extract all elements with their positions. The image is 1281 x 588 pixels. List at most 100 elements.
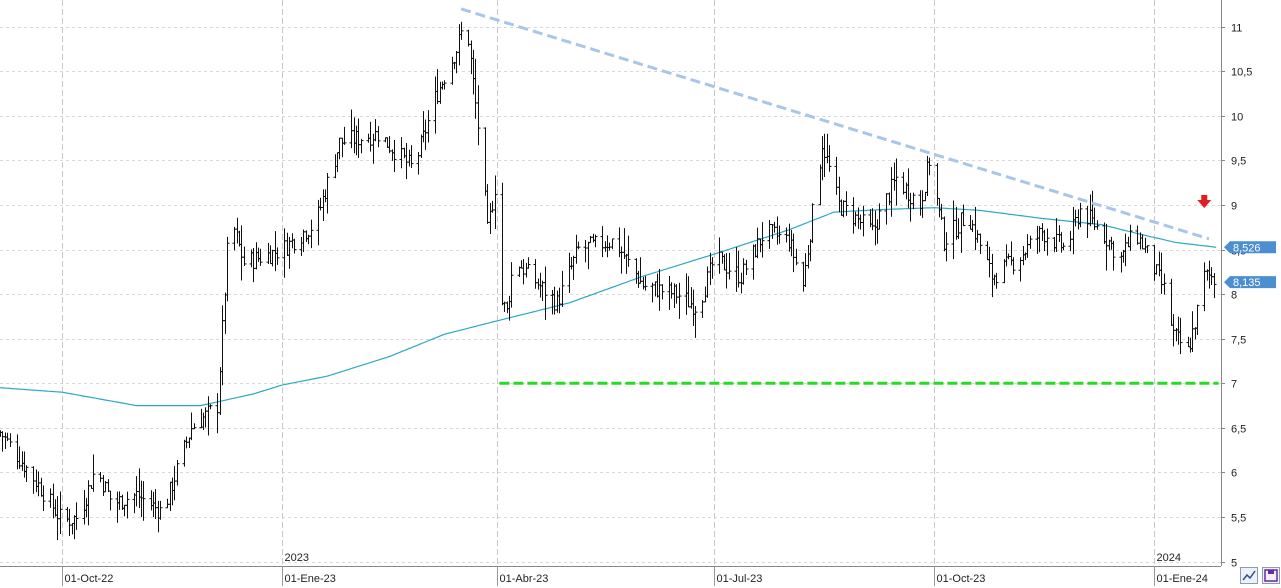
price-bar — [305, 230, 309, 242]
price-bar — [1163, 273, 1167, 294]
y-tick-label: 10,5 — [1231, 67, 1252, 79]
price-bar — [408, 150, 412, 167]
price-bar — [842, 200, 846, 217]
price-bar — [709, 253, 713, 285]
y-tick-label: 7,5 — [1231, 335, 1246, 347]
price-bar — [759, 239, 763, 252]
price-bar — [286, 233, 290, 256]
price-bar — [991, 254, 995, 297]
price-bar — [73, 515, 77, 539]
price-bar — [1043, 230, 1047, 251]
price-bar — [745, 260, 749, 275]
price-bar — [561, 271, 565, 307]
save-icon[interactable] — [1262, 567, 1280, 584]
price-bar — [960, 213, 964, 253]
price-bar — [54, 499, 58, 516]
price-bar — [771, 224, 775, 239]
price-bar — [200, 409, 204, 428]
price-bar — [310, 220, 314, 248]
price-bar — [424, 120, 428, 150]
price-bar — [1191, 311, 1195, 352]
price-bar — [606, 235, 610, 257]
price-bar — [807, 245, 811, 268]
price-bar — [1105, 224, 1109, 271]
save-glyph — [1263, 568, 1279, 583]
price-bar — [484, 127, 488, 195]
price-bar — [955, 207, 959, 240]
price-bar — [1036, 226, 1040, 254]
price-bar — [49, 488, 53, 507]
price-bar — [16, 434, 20, 469]
price-bar — [252, 248, 256, 282]
price-bar — [4, 432, 8, 449]
line-chart-glyph — [1241, 568, 1257, 583]
price-bar — [71, 523, 75, 534]
price-bar — [126, 492, 130, 519]
price-bar — [811, 203, 815, 243]
price-bar — [1029, 236, 1033, 249]
price-bar — [374, 119, 378, 141]
price-bar — [902, 172, 906, 194]
price-bar — [687, 276, 691, 307]
price-bar — [728, 253, 732, 279]
price-bar — [852, 197, 856, 234]
price-bar — [350, 109, 354, 148]
price-bar — [742, 258, 746, 284]
price-bar — [410, 145, 414, 168]
price-bar — [675, 284, 679, 303]
price-bar — [752, 245, 756, 280]
price-bar — [1179, 318, 1183, 354]
price-bar — [319, 198, 323, 211]
price-bar — [190, 413, 194, 441]
price-bar — [895, 158, 899, 205]
price-bar — [1062, 243, 1066, 251]
price-bar — [391, 149, 395, 160]
price-bar — [486, 184, 490, 224]
price-bar — [1012, 257, 1016, 274]
line-chart-icon[interactable] — [1240, 567, 1258, 584]
x-year-label: 2024 — [1157, 552, 1181, 564]
price-bar — [37, 472, 41, 497]
price-bar — [276, 247, 280, 265]
price-bar — [1053, 237, 1057, 252]
price-bar — [159, 501, 163, 520]
y-tick-label: 7 — [1231, 379, 1237, 391]
price-bar — [778, 225, 782, 243]
price-bar — [534, 259, 538, 289]
x-tick-label: 01-Oct-22 — [65, 573, 114, 585]
price-bar — [670, 282, 674, 298]
price-bar — [1072, 207, 1076, 254]
price-bar — [400, 137, 404, 168]
price-bar — [460, 22, 464, 40]
price-bar — [494, 175, 498, 228]
price-bar — [943, 216, 947, 251]
price-bar — [592, 234, 596, 243]
price-bar — [1194, 327, 1198, 339]
price-bar — [912, 193, 916, 210]
price-bar — [776, 216, 780, 244]
price-bar — [804, 253, 808, 287]
price-bar — [338, 138, 342, 159]
resistance-trendline — [461, 9, 1209, 239]
price-bar — [878, 203, 882, 229]
price-bar — [32, 466, 36, 494]
price-bar — [269, 245, 273, 263]
price-bar — [1124, 234, 1128, 267]
price-bar — [520, 260, 524, 268]
price-bar — [183, 440, 187, 467]
value-badges: 8,5268,135 — [1224, 241, 1276, 289]
price-bar — [845, 191, 849, 216]
y-tick-label: 5 — [1231, 558, 1237, 570]
price-bar — [441, 82, 445, 90]
price-bar — [795, 249, 799, 266]
price-bar — [92, 454, 96, 491]
price-bar — [790, 230, 794, 256]
price-bar — [1022, 246, 1026, 265]
price-bar — [142, 481, 146, 521]
price-bar — [551, 290, 555, 314]
price-bar — [888, 192, 892, 204]
price-bar — [737, 251, 741, 288]
price-bar — [1158, 252, 1162, 277]
price-bar — [255, 242, 259, 269]
